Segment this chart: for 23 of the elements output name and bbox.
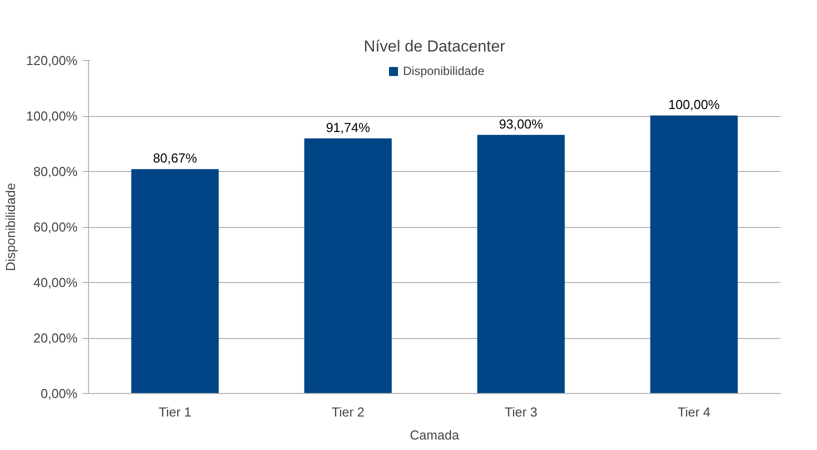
y-tick-label: 80,00%: [33, 164, 78, 179]
x-tick-label: Tier 1: [158, 404, 192, 420]
x-tick-label: Tier 4: [678, 404, 710, 420]
data-label: 93,00%: [498, 116, 544, 132]
bar: [304, 138, 392, 394]
y-tick-label: 100,00%: [26, 108, 78, 124]
x-axis-title: Camada: [410, 428, 460, 442]
y-axis-title: Disponibilidade: [3, 182, 18, 272]
data-label: 91,74%: [326, 120, 370, 135]
data-label: 100,00%: [668, 97, 720, 112]
y-tick-label: 60,00%: [33, 220, 78, 234]
y-tick-label: 40,00%: [33, 275, 78, 290]
x-tick-label: Tier 3: [504, 404, 538, 420]
bar: [131, 169, 219, 394]
legend-label: Disponibilidade: [403, 64, 484, 78]
bar: [650, 116, 738, 394]
data-label: 80,67%: [152, 150, 198, 166]
y-tick-label: 0,00%: [40, 386, 78, 401]
x-tick-label: Tier 2: [332, 404, 364, 420]
y-tick-label: 20,00%: [33, 330, 78, 346]
bar: [477, 134, 565, 394]
chart-title: Nível de Datacenter: [364, 38, 506, 56]
y-tick-label: 120,00%: [26, 53, 78, 68]
